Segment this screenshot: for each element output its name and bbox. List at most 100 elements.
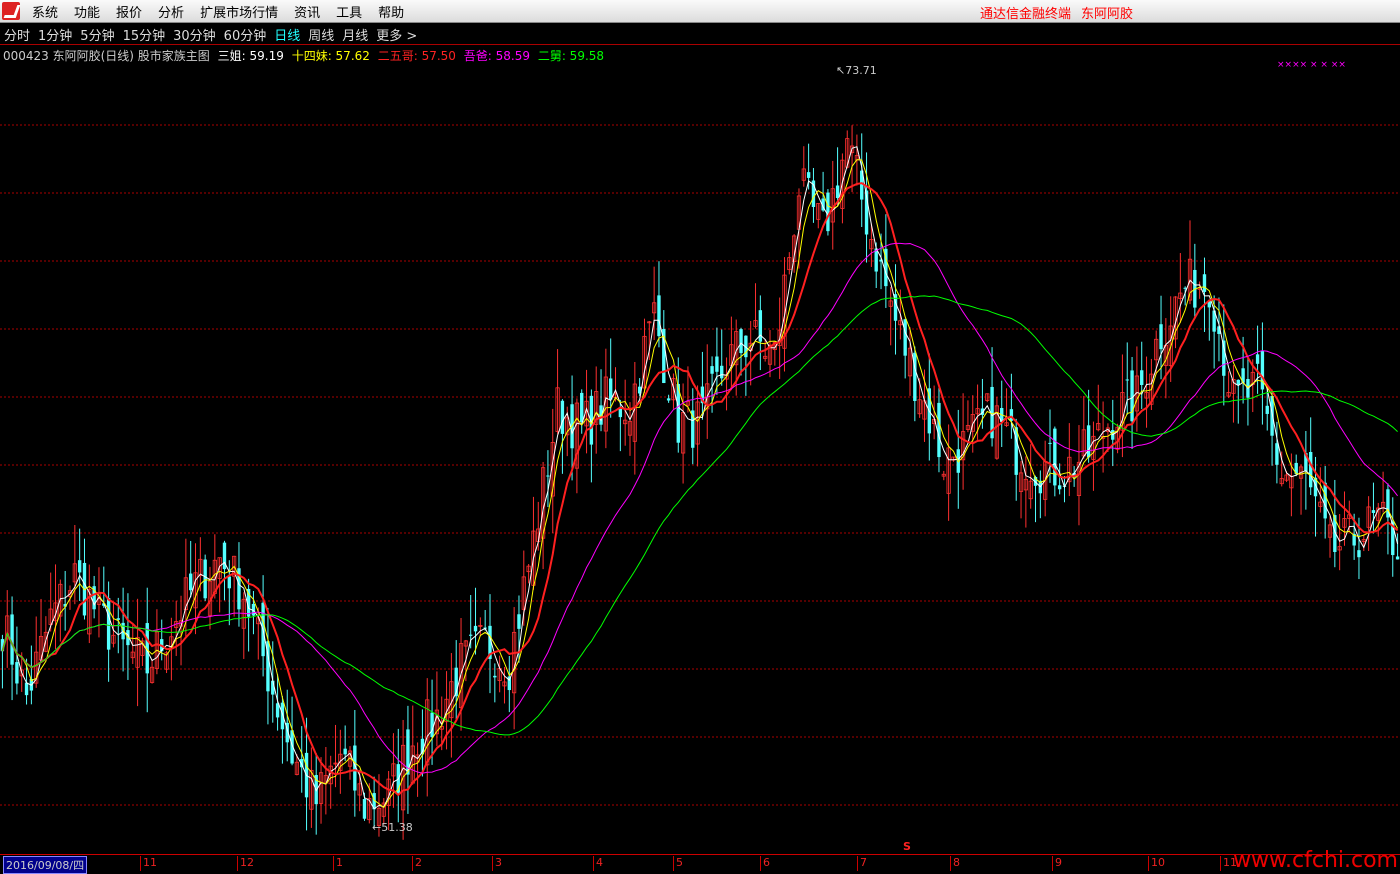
menu-extended-market[interactable]: 扩展市场行情	[200, 5, 279, 21]
tab-weekly[interactable]: 周线	[308, 28, 335, 44]
candle-body	[1057, 485, 1062, 490]
candle-body	[469, 634, 473, 636]
candle-body	[720, 365, 724, 379]
candle-body	[806, 172, 811, 178]
ma-line-3	[1, 182, 1399, 797]
candle-body	[884, 248, 888, 287]
candle-body	[193, 572, 198, 609]
candle-body	[24, 682, 29, 696]
candle-body	[1067, 456, 1072, 483]
menu-news[interactable]: 资讯	[294, 5, 321, 21]
menu-system[interactable]: 系统	[32, 5, 59, 21]
menu-tools[interactable]: 工具	[336, 5, 363, 21]
candle-body	[318, 772, 324, 804]
candle-body	[285, 722, 289, 743]
candlestick-chart[interactable]	[0, 46, 1400, 854]
candle-body	[227, 576, 231, 589]
tab-15min[interactable]: 15分钟	[122, 28, 166, 44]
candle-body	[1076, 461, 1082, 496]
candle-body	[106, 598, 111, 650]
candle-body	[946, 447, 951, 494]
candle-body	[444, 698, 449, 723]
candle-body	[15, 662, 19, 684]
candle-body	[1212, 310, 1216, 332]
candle-body	[763, 355, 768, 359]
month-label: 8	[950, 856, 960, 871]
candle-body	[652, 302, 657, 314]
menu-help[interactable]: 帮助	[378, 5, 405, 21]
candle-body	[246, 588, 251, 617]
candle-body	[782, 274, 787, 349]
candle-body	[1144, 391, 1149, 399]
candle-body	[1053, 428, 1057, 486]
candle-body	[488, 625, 492, 659]
candle-body	[406, 729, 410, 775]
candle-body	[111, 634, 116, 644]
cursor-date: 2016/09/08/四	[3, 856, 88, 874]
candle-body	[574, 402, 579, 469]
month-label: 1	[333, 856, 343, 871]
candle-body	[1149, 373, 1154, 405]
tab-timeshare[interactable]: 分时	[4, 28, 31, 44]
candle-body	[357, 783, 362, 796]
candle-body	[599, 405, 603, 425]
candle-body	[560, 400, 565, 434]
tab-60min[interactable]: 60分钟	[223, 28, 267, 44]
candle-body	[864, 190, 869, 235]
tab-5min[interactable]: 5分钟	[80, 28, 115, 44]
candle-body	[43, 631, 48, 652]
menu-quote[interactable]: 报价	[116, 5, 143, 21]
candle-body	[521, 576, 526, 610]
candle-body	[1265, 405, 1269, 414]
candle-body	[657, 295, 661, 337]
candle-body	[149, 666, 155, 683]
candle-body	[1217, 326, 1221, 334]
candle-body	[1009, 409, 1014, 421]
high-value: 73.71	[845, 64, 877, 77]
candle-body	[1361, 539, 1366, 542]
candle-body	[594, 391, 599, 425]
ma-line-2	[1, 159, 1399, 809]
tab-monthly[interactable]: 月线	[342, 28, 369, 44]
candle-body	[92, 586, 96, 610]
watermark: www.cfchi.com	[1233, 848, 1398, 873]
candle-body	[1183, 287, 1187, 289]
month-label: 9	[1052, 856, 1062, 871]
candle-body	[517, 614, 521, 629]
legend-line-1: 三姐: 59.19	[217, 49, 284, 63]
tab-daily[interactable]: 日线	[274, 28, 301, 44]
candle-body	[189, 573, 193, 591]
s-marker: S	[903, 840, 911, 853]
month-label: 3	[492, 856, 502, 871]
menu-function[interactable]: 功能	[74, 5, 101, 21]
candle-body	[671, 377, 676, 401]
window-title: 通达信金融终端 东阿阿胶	[980, 3, 1143, 22]
candle-body	[1130, 370, 1134, 422]
tab-more[interactable]: 更多 >	[376, 28, 418, 44]
candle-body	[526, 565, 531, 573]
candle-body	[183, 577, 188, 611]
candle-body	[376, 807, 382, 826]
tab-30min[interactable]: 30分钟	[173, 28, 216, 44]
candle-body	[1304, 453, 1308, 472]
candle-body	[1096, 423, 1101, 431]
candle-body	[1226, 392, 1231, 397]
period-bar: 分时 1分钟 5分钟 15分钟 30分钟 60分钟 日线 周线 月线 更多 >	[0, 24, 1400, 45]
candle-body	[627, 421, 633, 436]
candle-body	[87, 589, 92, 635]
low-label: ←51.38	[372, 821, 413, 834]
candle-body	[744, 335, 748, 358]
candle-body	[420, 738, 425, 755]
candle-body	[1371, 510, 1376, 513]
candle-body	[565, 417, 570, 436]
candle-body	[145, 623, 149, 674]
menu-analysis[interactable]: 分析	[158, 5, 185, 21]
app-logo-icon[interactable]	[2, 2, 20, 20]
candle-body	[1023, 478, 1028, 491]
candle-body	[715, 356, 719, 372]
candle-body	[676, 383, 680, 443]
candle-body	[1313, 477, 1318, 497]
candle-body	[1294, 462, 1298, 474]
candle-body	[990, 386, 994, 439]
tab-1min[interactable]: 1分钟	[38, 28, 73, 44]
